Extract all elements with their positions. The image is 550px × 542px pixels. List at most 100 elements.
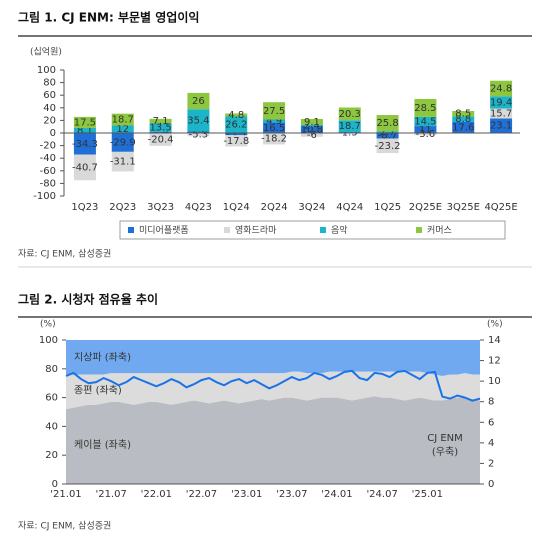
x-tick-label: 2Q23 [109,202,136,213]
data-label: 26 [192,96,205,107]
series-label: 지상파 (좌축) [74,351,131,363]
data-label: -29.9 [110,137,136,148]
legend-swatch [320,227,326,233]
y-tick-label: -40 [40,153,56,164]
bar-segment [263,119,286,123]
x-tick-label: '24.01 [321,489,352,500]
data-label: 10.8 [301,125,323,136]
chart-title: 그림 2. 시청자 점유율 추이 [18,292,158,307]
y2-tick-label: 4 [488,438,494,449]
bar-segment [490,108,513,119]
legend-label: 영화드라마 [235,225,277,236]
data-label: -40.7 [72,162,98,173]
bar-segment [111,151,134,172]
data-label: -3.6 [416,129,436,140]
bar-segment [73,154,96,181]
x-tick-label: 3Q23 [147,202,174,213]
source: 자료: CJ ENM, 삼성증권 [18,520,111,532]
x-tick-label: '22.01 [141,489,172,500]
bar-segment [149,123,172,132]
bar-segment [452,121,475,133]
y-tick-label: 100 [37,65,56,76]
data-label: 20.3 [339,109,361,120]
x-tick-label: 1Q23 [71,202,98,213]
data-label: 24.8 [490,84,512,95]
data-label: 18.7 [339,121,361,132]
y2-tick-label: 10 [488,376,501,387]
y2-tick-label: 0 [488,479,494,490]
area [66,340,480,376]
x-tick-label: 3Q25E [447,202,480,213]
y2-tick-label: 2 [488,458,494,469]
bar-segment [149,133,172,146]
data-label: 8.8 [455,114,471,125]
bar-segment [187,131,210,133]
legend-swatch [128,227,134,233]
x-tick-label: '21.07 [95,489,126,500]
bar-segment [263,102,286,120]
bar-segment [225,116,248,133]
y-tick-label: 100 [39,335,58,346]
bar-segment [300,118,323,125]
data-label: 8.1 [77,125,93,136]
bar-segment [225,133,248,136]
legend-label: 음악 [331,224,348,236]
bar-segment [263,133,286,145]
y-tick-label: 40 [43,103,56,114]
data-label: -34.3 [72,139,98,150]
bar-segment [490,96,513,109]
y-tick-label: 80 [45,364,58,375]
bar-segment [111,125,134,133]
y-tick-label: 80 [43,78,56,89]
bar-segment [73,116,96,128]
unit: (%) [40,320,56,330]
x-tick-label: '24.07 [366,489,397,500]
x-tick-label: '21.01 [50,489,81,500]
y-tick-label: 20 [45,450,58,461]
bar-segment [300,133,323,137]
data-label: 4.8 [228,110,244,121]
data-label: 23.1 [490,121,512,132]
x-tick-label: '23.01 [231,489,262,500]
data-label: -5.3 [189,130,209,141]
area [66,396,480,484]
bar-segment [111,133,134,152]
bar-segment [300,126,323,133]
bar-segment [414,126,437,133]
data-label: -17.8 [223,136,249,147]
legend-swatch [416,227,422,233]
y2-tick-label: 12 [488,356,501,367]
y-tick-label: 60 [45,393,58,404]
data-label: 13.5 [149,123,171,134]
data-label: 7.1 [153,116,169,127]
bar-segment [452,111,475,117]
y-tick-label: 0 [52,479,58,490]
data-label: 15.7 [490,109,512,120]
data-label: 28.5 [414,103,436,114]
y-tick-label: -100 [33,191,56,202]
line [65,369,481,402]
data-label: -8.7 [378,131,398,142]
bar-segment [73,127,96,133]
x-tick-label: '25.01 [412,489,443,500]
x-tick-label: 4Q24 [336,202,363,213]
x-tick-label: 2Q25E [409,202,442,213]
x-tick-label: 2Q24 [261,202,288,213]
x-tick-label: '23.07 [276,489,307,500]
x-tick-label: 1Q24 [223,202,250,213]
y-tick-label: 60 [43,90,56,101]
data-label: -23.2 [375,141,401,152]
y2-tick-label: 6 [488,417,494,428]
legend-swatch [224,227,230,233]
data-label: 16.5 [263,123,285,134]
legend-label: 미디어플랫폼 [139,225,189,236]
data-label: -20.4 [148,134,174,145]
data-label: 25.8 [376,118,398,129]
legend-box [119,220,506,240]
bar-segment [225,135,248,147]
y-tick-label: 0 [50,128,56,139]
unit: (십억원) [30,46,62,58]
data-label: -18.2 [261,134,287,145]
y2-tick-label: 8 [488,397,494,408]
